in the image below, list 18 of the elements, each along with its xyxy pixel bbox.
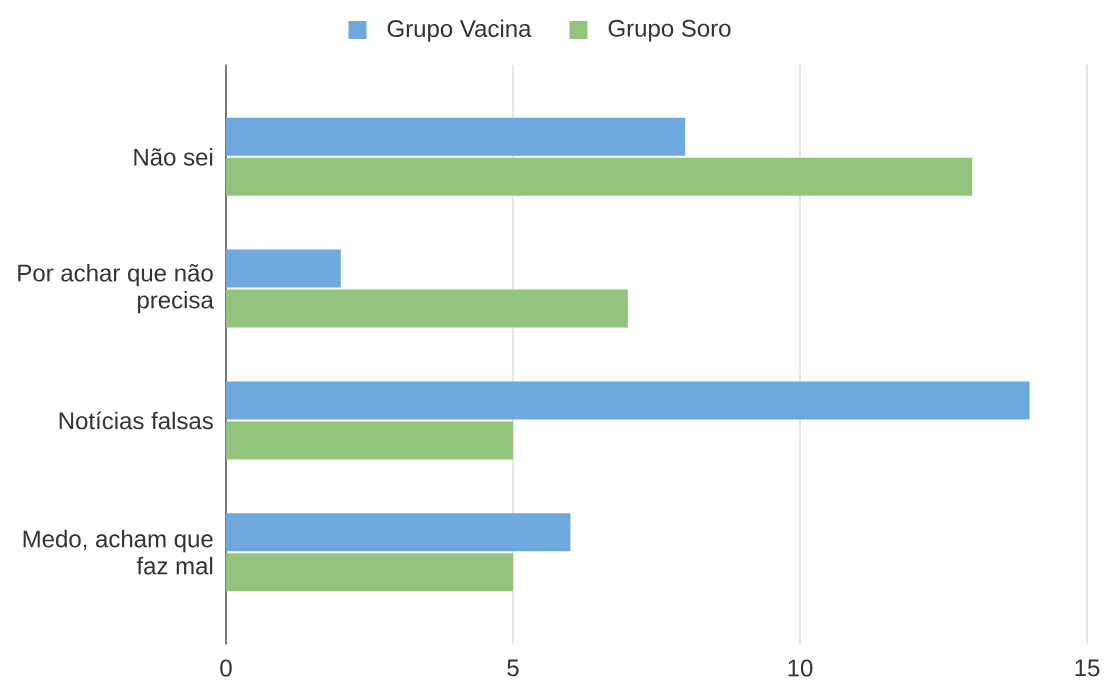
legend-label: Grupo Vacina	[387, 19, 532, 42]
bar	[226, 513, 571, 552]
bar	[226, 117, 686, 156]
y-tick-label: Não sei	[134, 148, 213, 166]
x-tick-label: 0	[220, 659, 232, 677]
bar	[226, 421, 513, 460]
x-tick-label: 10	[788, 659, 813, 677]
legend-label: Grupo Soro	[608, 19, 731, 42]
y-tick-label: Por achar que não precisa	[18, 263, 214, 314]
bar	[226, 553, 513, 592]
bar	[226, 157, 973, 196]
bar	[226, 381, 1030, 420]
bar	[226, 289, 628, 328]
x-tick-label: 15	[1075, 659, 1100, 677]
y-tick-label: Medo, acham que faz mal	[23, 529, 213, 575]
bar	[226, 249, 341, 288]
y-tick-label: Notícias falsas	[59, 411, 213, 430]
x-tick-label: 5	[507, 659, 519, 677]
